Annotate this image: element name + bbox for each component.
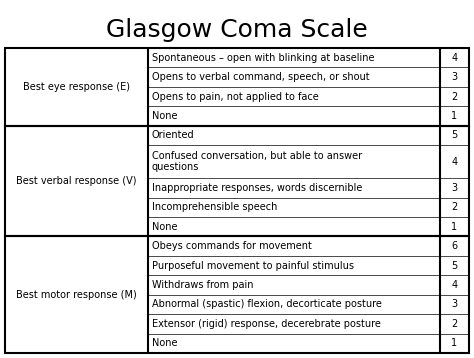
Text: Obeys commands for movement: Obeys commands for movement xyxy=(152,241,312,251)
Text: Best motor response (M): Best motor response (M) xyxy=(16,290,137,300)
Text: Confused conversation, but able to answer
questions: Confused conversation, but able to answe… xyxy=(152,151,362,173)
Text: Opens to pain, not applied to face: Opens to pain, not applied to face xyxy=(152,92,319,102)
Text: Oriented: Oriented xyxy=(152,130,195,140)
Text: 1: 1 xyxy=(451,222,457,232)
Text: 1: 1 xyxy=(451,338,457,348)
Text: Incomprehensible speech: Incomprehensible speech xyxy=(152,202,277,212)
Text: 4: 4 xyxy=(451,53,457,63)
Text: 4: 4 xyxy=(451,157,457,166)
Text: None: None xyxy=(152,338,177,348)
Text: 2: 2 xyxy=(451,202,457,212)
Text: 4: 4 xyxy=(451,280,457,290)
Text: 2: 2 xyxy=(451,319,457,329)
Text: None: None xyxy=(152,222,177,232)
Text: 2: 2 xyxy=(451,92,457,102)
Text: None: None xyxy=(152,111,177,121)
Text: Extensor (rigid) response, decerebrate posture: Extensor (rigid) response, decerebrate p… xyxy=(152,319,381,329)
Text: 3: 3 xyxy=(451,183,457,193)
Text: 3: 3 xyxy=(451,299,457,309)
Text: 6: 6 xyxy=(451,241,457,251)
Text: 5: 5 xyxy=(451,261,457,271)
Text: Purposeful movement to painful stimulus: Purposeful movement to painful stimulus xyxy=(152,261,354,271)
Bar xyxy=(5,126,469,236)
Text: Withdraws from pain: Withdraws from pain xyxy=(152,280,254,290)
Text: Best eye response (E): Best eye response (E) xyxy=(23,82,130,92)
Text: 3: 3 xyxy=(451,72,457,82)
Text: Spontaneous – open with blinking at baseline: Spontaneous – open with blinking at base… xyxy=(152,53,374,63)
Text: Abnormal (spastic) flexion, decorticate posture: Abnormal (spastic) flexion, decorticate … xyxy=(152,299,382,309)
Bar xyxy=(5,48,469,126)
Text: Inappropriate responses, words discernible: Inappropriate responses, words discernib… xyxy=(152,183,363,193)
Text: 5: 5 xyxy=(451,130,457,140)
Text: Glasgow Coma Scale: Glasgow Coma Scale xyxy=(106,18,368,42)
Text: Opens to verbal command, speech, or shout: Opens to verbal command, speech, or shou… xyxy=(152,72,370,82)
Text: 1: 1 xyxy=(451,111,457,121)
Bar xyxy=(5,236,469,353)
Text: Best verbal response (V): Best verbal response (V) xyxy=(16,176,137,186)
